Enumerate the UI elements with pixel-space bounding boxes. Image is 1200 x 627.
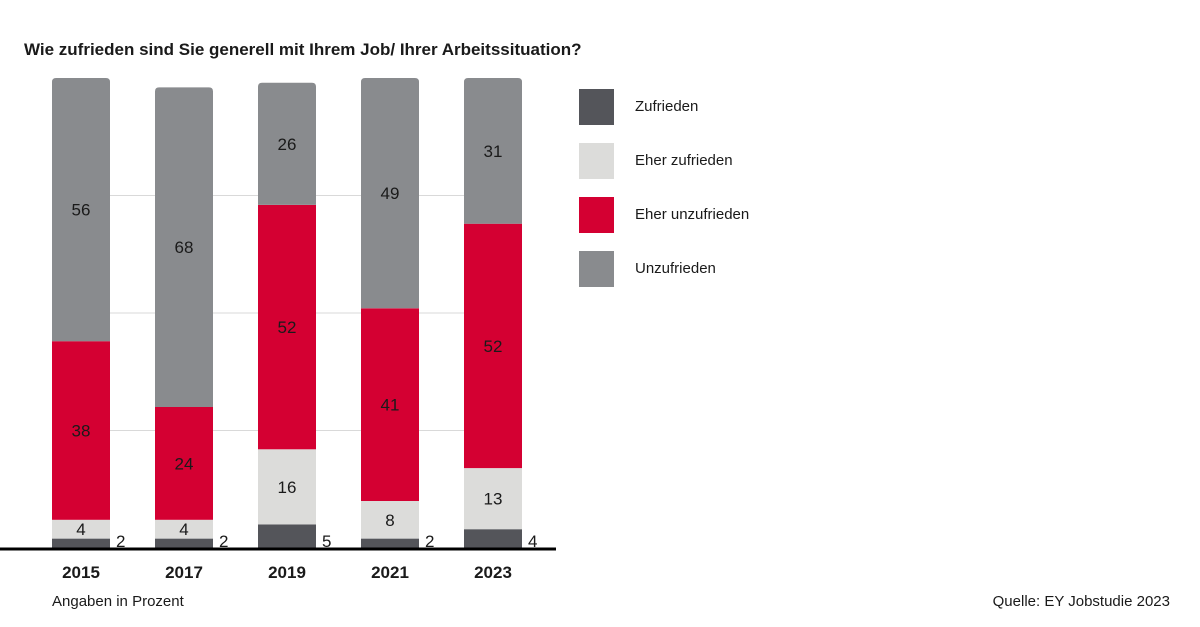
data-label: 16 xyxy=(278,478,297,497)
data-label: 8 xyxy=(385,511,394,530)
bar-segment xyxy=(155,407,213,520)
data-label: 26 xyxy=(278,135,297,154)
x-tick-label: 2017 xyxy=(165,563,203,582)
data-label: 41 xyxy=(381,396,400,415)
x-tick-label: 2019 xyxy=(268,563,306,582)
legend-label-eher-zufrieden: Eher zufrieden xyxy=(635,152,733,169)
bar-segment xyxy=(258,524,316,548)
data-label: 2 xyxy=(425,532,434,551)
data-label: 4 xyxy=(528,532,537,551)
bar-segment xyxy=(464,78,522,224)
stacked-bar-chart: 2438562015242468201751652262019284149202… xyxy=(0,78,556,582)
bar-segment xyxy=(52,538,110,548)
bar-segment xyxy=(52,519,110,539)
data-label: 49 xyxy=(381,184,400,203)
data-label: 2 xyxy=(116,532,125,551)
chart-title: Wie zufrieden sind Sie generell mit Ihre… xyxy=(24,40,582,59)
bar-segment xyxy=(258,82,316,205)
data-label: 13 xyxy=(484,490,503,509)
x-tick-label: 2015 xyxy=(62,563,100,582)
legend-swatch-eher-zufrieden xyxy=(579,143,614,179)
bar-segment xyxy=(464,529,522,548)
legend-swatch-unzufrieden xyxy=(579,251,614,287)
data-label: 52 xyxy=(278,318,297,337)
x-tick-label: 2023 xyxy=(474,563,512,582)
bar-segment xyxy=(258,449,316,525)
bar-segment xyxy=(258,204,316,450)
bar-segment xyxy=(361,78,419,309)
bar-segment xyxy=(361,501,419,539)
bar-segment xyxy=(464,468,522,530)
data-label: 5 xyxy=(322,532,331,551)
data-label: 31 xyxy=(484,142,503,161)
bar-segment xyxy=(52,341,110,520)
legend-swatch-zufrieden xyxy=(579,89,614,125)
data-label: 56 xyxy=(72,201,91,220)
source-note: Quelle: EY Jobstudie 2023 xyxy=(992,593,1170,610)
x-tick-label: 2021 xyxy=(371,563,409,582)
bar-segment xyxy=(361,538,419,548)
bar-segment xyxy=(52,78,110,342)
bar-segment xyxy=(155,519,213,539)
data-label: 38 xyxy=(72,422,91,441)
data-label: 68 xyxy=(175,238,194,257)
legend-label-eher-unzufrieden: Eher unzufrieden xyxy=(635,206,750,223)
legend-label-zufrieden: Zufrieden xyxy=(635,98,699,115)
bar-segment xyxy=(155,87,213,408)
bar-segment xyxy=(361,308,419,501)
bar-segment xyxy=(155,538,213,548)
data-label: 2 xyxy=(219,532,228,551)
data-label: 24 xyxy=(175,454,194,473)
bar-segment xyxy=(464,223,522,469)
data-label: 52 xyxy=(484,337,503,356)
legend-swatch-eher-unzufrieden xyxy=(579,197,614,233)
footnote: Angaben in Prozent xyxy=(52,593,184,610)
data-label: 4 xyxy=(76,520,85,539)
legend-label-unzufrieden: Unzufrieden xyxy=(635,260,716,277)
data-label: 4 xyxy=(179,520,188,539)
